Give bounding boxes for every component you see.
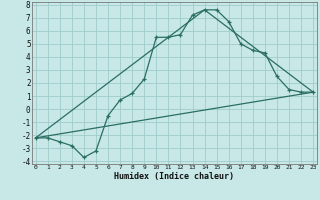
X-axis label: Humidex (Indice chaleur): Humidex (Indice chaleur) xyxy=(115,172,234,181)
